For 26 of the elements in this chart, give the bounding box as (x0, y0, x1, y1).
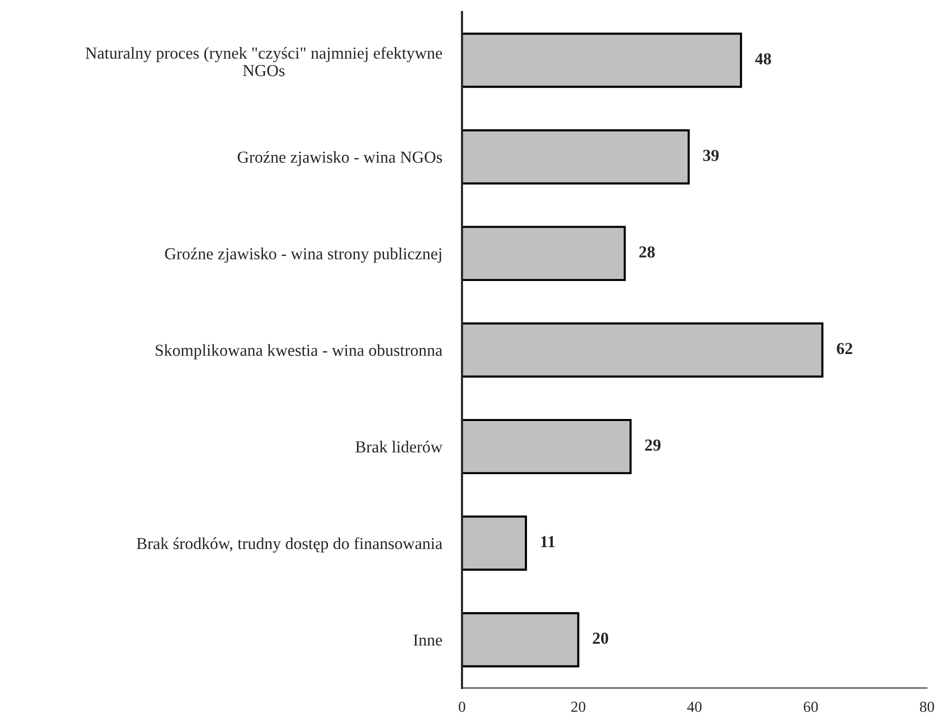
data-label: 20 (592, 632, 608, 644)
data-label: 39 (703, 150, 719, 162)
data-label: 11 (541, 536, 555, 548)
bar (462, 516, 527, 571)
y-tick-label: Groźne zjawisko - wina NGOs (238, 151, 442, 166)
x-tick-label: 40 (687, 702, 702, 712)
y-tick-label: Skomplikowana kwestia - wina obustronna (156, 344, 442, 360)
y-tick-label: Brak liderów (356, 440, 442, 453)
y-tick-label: Naturalny proces (rynek "czyści" najmniej efektywne NGOs (86, 46, 442, 76)
y-tick-label: Inne (414, 634, 442, 646)
bar (462, 226, 626, 282)
bar (462, 32, 742, 88)
bar (462, 612, 580, 668)
y-tick-label: Brak środków, trudny dostęp do finansowania (136, 537, 442, 553)
x-tick-label: 60 (804, 702, 818, 712)
data-label: 62 (836, 342, 852, 354)
y-tick-label: Groźne zjawisko - wina strony publicznej (165, 248, 442, 263)
x-tick-label: 20 (571, 702, 586, 712)
bar (462, 418, 632, 474)
data-label: 48 (755, 53, 772, 64)
bar (462, 129, 690, 184)
x-tick-label: 0 (458, 702, 466, 712)
data-label: 29 (645, 440, 661, 451)
x-tick-label: 80 (920, 702, 934, 712)
data-label: 28 (639, 246, 655, 258)
bar (462, 322, 824, 378)
